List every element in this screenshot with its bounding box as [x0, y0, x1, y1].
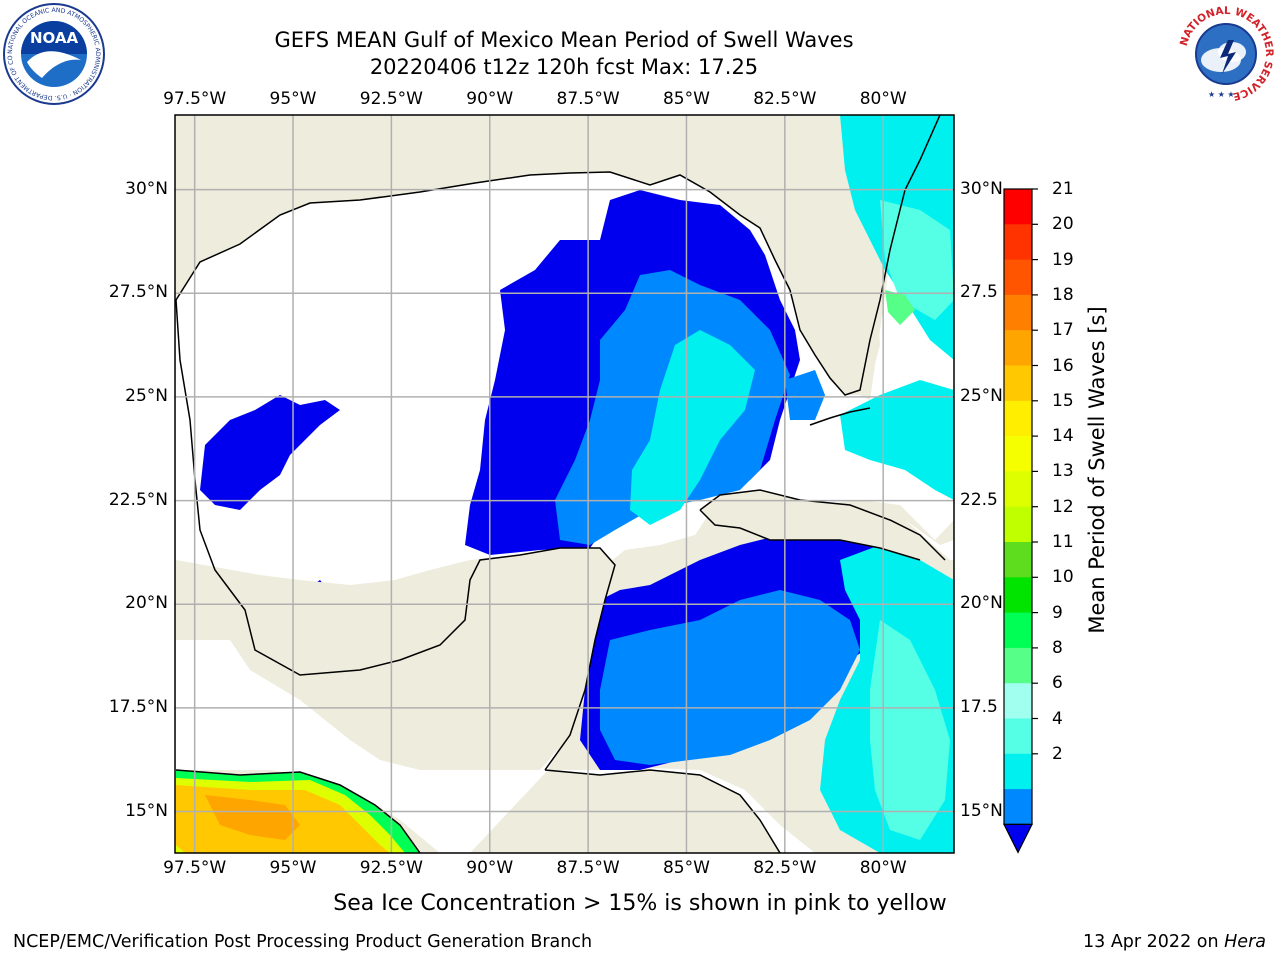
- map-frame: [174, 114, 955, 854]
- lon-tick-bottom: 87.5°W: [556, 858, 620, 878]
- chart-title: GEFS MEAN Gulf of Mexico Mean Period of …: [274, 28, 854, 52]
- lat-tick-right: 27.5: [960, 282, 998, 303]
- colorbar-bin: [1004, 189, 1032, 225]
- swell-4s-straits: [785, 370, 825, 420]
- colorbar-label: 4: [1052, 708, 1063, 729]
- colorbar-bin: [1004, 647, 1032, 684]
- swell-2-4s-western-a: [200, 395, 340, 510]
- lat-tick-left: 25°N: [125, 385, 168, 406]
- colorbar-label: 16: [1052, 355, 1074, 376]
- colorbar-bin: [1004, 683, 1032, 719]
- colorbar-bin: [1004, 365, 1032, 402]
- map-plot-area: [174, 114, 955, 854]
- lon-tick-bottom: 92.5°W: [359, 858, 423, 878]
- cuba-land: [700, 490, 940, 560]
- swell-6s-gulf: [630, 330, 755, 525]
- footer-date: 13 Apr 2022 on Hera: [1083, 932, 1266, 952]
- lon-tick-top: 80°W: [859, 89, 907, 109]
- lat-tick-right: 30°N: [960, 178, 1003, 199]
- colorbar-bin: [1004, 577, 1032, 614]
- nws-logo: NATIONAL WEATHER SERVICE ★ ★ ★: [1176, 4, 1276, 104]
- colorbar-label: 21: [1052, 179, 1074, 199]
- colorbar-bin: [1004, 718, 1032, 755]
- lon-tick-bottom: 95°W: [269, 858, 317, 878]
- lon-tick-bottom: 90°W: [466, 858, 514, 878]
- lon-tick-top: 87.5°W: [556, 89, 620, 109]
- colorbar-label: 15: [1052, 390, 1074, 411]
- colorbar-bin: [1004, 789, 1032, 825]
- colorbar-bin: [1004, 330, 1032, 366]
- coastline-1: [175, 299, 616, 771]
- lat-tick-left: 27.5°N: [108, 282, 168, 303]
- lat-tick-left: 17.5°N: [108, 696, 168, 717]
- lat-tick-right: 15°N: [960, 800, 1003, 821]
- colorbar-bin: [1004, 400, 1032, 437]
- colorbar-bin: [1004, 471, 1032, 508]
- colorbar-label: 8: [1052, 637, 1063, 658]
- lat-tick-left: 15°N: [125, 800, 168, 821]
- coastline-2: [544, 769, 781, 853]
- colorbar-label: 20: [1052, 214, 1074, 235]
- colorbar-bin: [1004, 259, 1032, 296]
- lat-tick-right: 22.5: [960, 489, 998, 510]
- coastline-6: [809, 407, 871, 426]
- colorbar-bin: [1004, 224, 1032, 261]
- lon-tick-top: 97.5°W: [163, 89, 227, 109]
- chart-subtitle: 20220406 t12z 120h fcst Max: 17.25: [369, 55, 759, 79]
- florida-land: [770, 210, 880, 395]
- colorbar-label: 17: [1052, 320, 1074, 341]
- colorbar-bin: [1004, 753, 1032, 790]
- swell-8s-caribbean: [870, 620, 950, 840]
- swell-9s-atlantic: [885, 290, 915, 325]
- colorbar-label: 14: [1052, 426, 1074, 447]
- footer-host: Hera: [1224, 932, 1266, 952]
- colorbar-label: 19: [1052, 249, 1074, 270]
- colorbar-bin: [1004, 436, 1032, 472]
- lat-tick-left: 20°N: [125, 593, 168, 614]
- sea-ice-note: Sea Ice Concentration > 15% is shown in …: [333, 891, 947, 916]
- colorbar-label: 6: [1052, 673, 1063, 694]
- noaa-logo-text: NOAA: [30, 29, 79, 47]
- svg-text:★ ★ ★: ★ ★ ★: [1208, 90, 1235, 99]
- pacific-17s-top: [205, 795, 300, 840]
- lon-tick-top: 92.5°W: [359, 89, 423, 109]
- swell-6s-straits: [840, 380, 954, 500]
- colorbar-label: 10: [1052, 567, 1074, 588]
- colorbar-label: 2: [1052, 743, 1063, 764]
- colorbar-extend-triangle: [1003, 823, 1033, 854]
- colorbar-label: 12: [1052, 496, 1074, 517]
- lat-tick-left: 22.5°N: [108, 489, 168, 510]
- lat-tick-right: 17.5: [960, 696, 998, 717]
- colorbar-bin: [1004, 294, 1032, 331]
- noaa-logo: NATIONAL OCEANIC AND ATMOSPHERIC ADMINIS…: [2, 2, 105, 105]
- colorbar-bin: [1004, 612, 1032, 649]
- swell-8s-atlantic: [880, 200, 954, 320]
- footer-credit: NCEP/EMC/Verification Post Processing Pr…: [13, 932, 593, 952]
- coastline-0: [175, 115, 941, 396]
- colorbar-label: 9: [1052, 602, 1063, 623]
- colorbar-label: 11: [1052, 532, 1074, 552]
- colorbar-label: 13: [1052, 461, 1074, 482]
- lon-tick-top: 95°W: [269, 89, 317, 109]
- lon-tick-top: 90°W: [466, 89, 514, 109]
- lat-tick-left: 30°N: [125, 178, 168, 199]
- lon-tick-bottom: 97.5°W: [163, 858, 227, 878]
- swell-4s-caribbean: [600, 590, 860, 765]
- footer-date-text: 13 Apr 2022 on: [1083, 932, 1225, 952]
- lon-tick-bottom: 82.5°W: [753, 858, 817, 878]
- colorbar-bin: [1004, 542, 1032, 578]
- lon-tick-bottom: 80°W: [859, 858, 907, 878]
- lat-tick-right: 25°N: [960, 385, 1003, 406]
- lon-tick-top: 82.5°W: [753, 89, 817, 109]
- lon-tick-bottom: 85°W: [662, 858, 710, 878]
- colorbar-title: Mean Period of Swell Waves [s]: [1085, 306, 1109, 634]
- colorbar-label: 18: [1052, 284, 1074, 305]
- coastline-5: [175, 769, 421, 853]
- lat-tick-right: 20°N: [960, 593, 1003, 614]
- colorbar-bin: [1004, 506, 1032, 543]
- coastline-3: [699, 489, 946, 561]
- lon-tick-top: 85°W: [662, 89, 710, 109]
